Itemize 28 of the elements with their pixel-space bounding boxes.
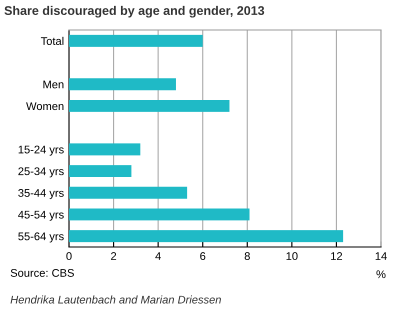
y-tick-label: Men	[43, 80, 64, 88]
bar	[69, 165, 132, 178]
text: Hendrika Lautenbach and Marian Driessen	[10, 295, 221, 304]
y-tick-label: Women	[26, 102, 64, 110]
bar	[69, 34, 203, 47]
x-tick-label: 10	[286, 252, 298, 260]
x-tick-label: 14	[376, 252, 387, 260]
x-tick-label: 6	[200, 252, 206, 260]
y-tick-label: 15-24 yrs	[18, 146, 64, 156]
bar	[69, 208, 250, 220]
bar	[69, 186, 188, 199]
y-tick-label: 45-54 yrs	[18, 210, 64, 221]
chart-title: Share discouraged by age and gender, 2013	[4, 6, 264, 18]
bar	[69, 78, 176, 90]
bar	[69, 100, 230, 112]
x-tick-label: 4	[155, 252, 161, 260]
x-axis-title: %	[376, 270, 386, 278]
y-tick-label: 35-44 yrs	[18, 189, 64, 200]
x-tick-label: 8	[244, 252, 250, 260]
y-tick-label: 55-64 yrs	[18, 232, 64, 242]
x-tick-label: 12	[331, 252, 342, 260]
y-tick-label: 25-34 yrs	[18, 167, 64, 178]
x-tick-label: 2	[111, 252, 116, 260]
bar	[69, 230, 344, 242]
source-note: Source: CBS	[10, 268, 74, 277]
y-tick-label: Total	[40, 36, 64, 45]
bar	[69, 143, 140, 156]
x-tick-label: 0	[66, 252, 72, 260]
